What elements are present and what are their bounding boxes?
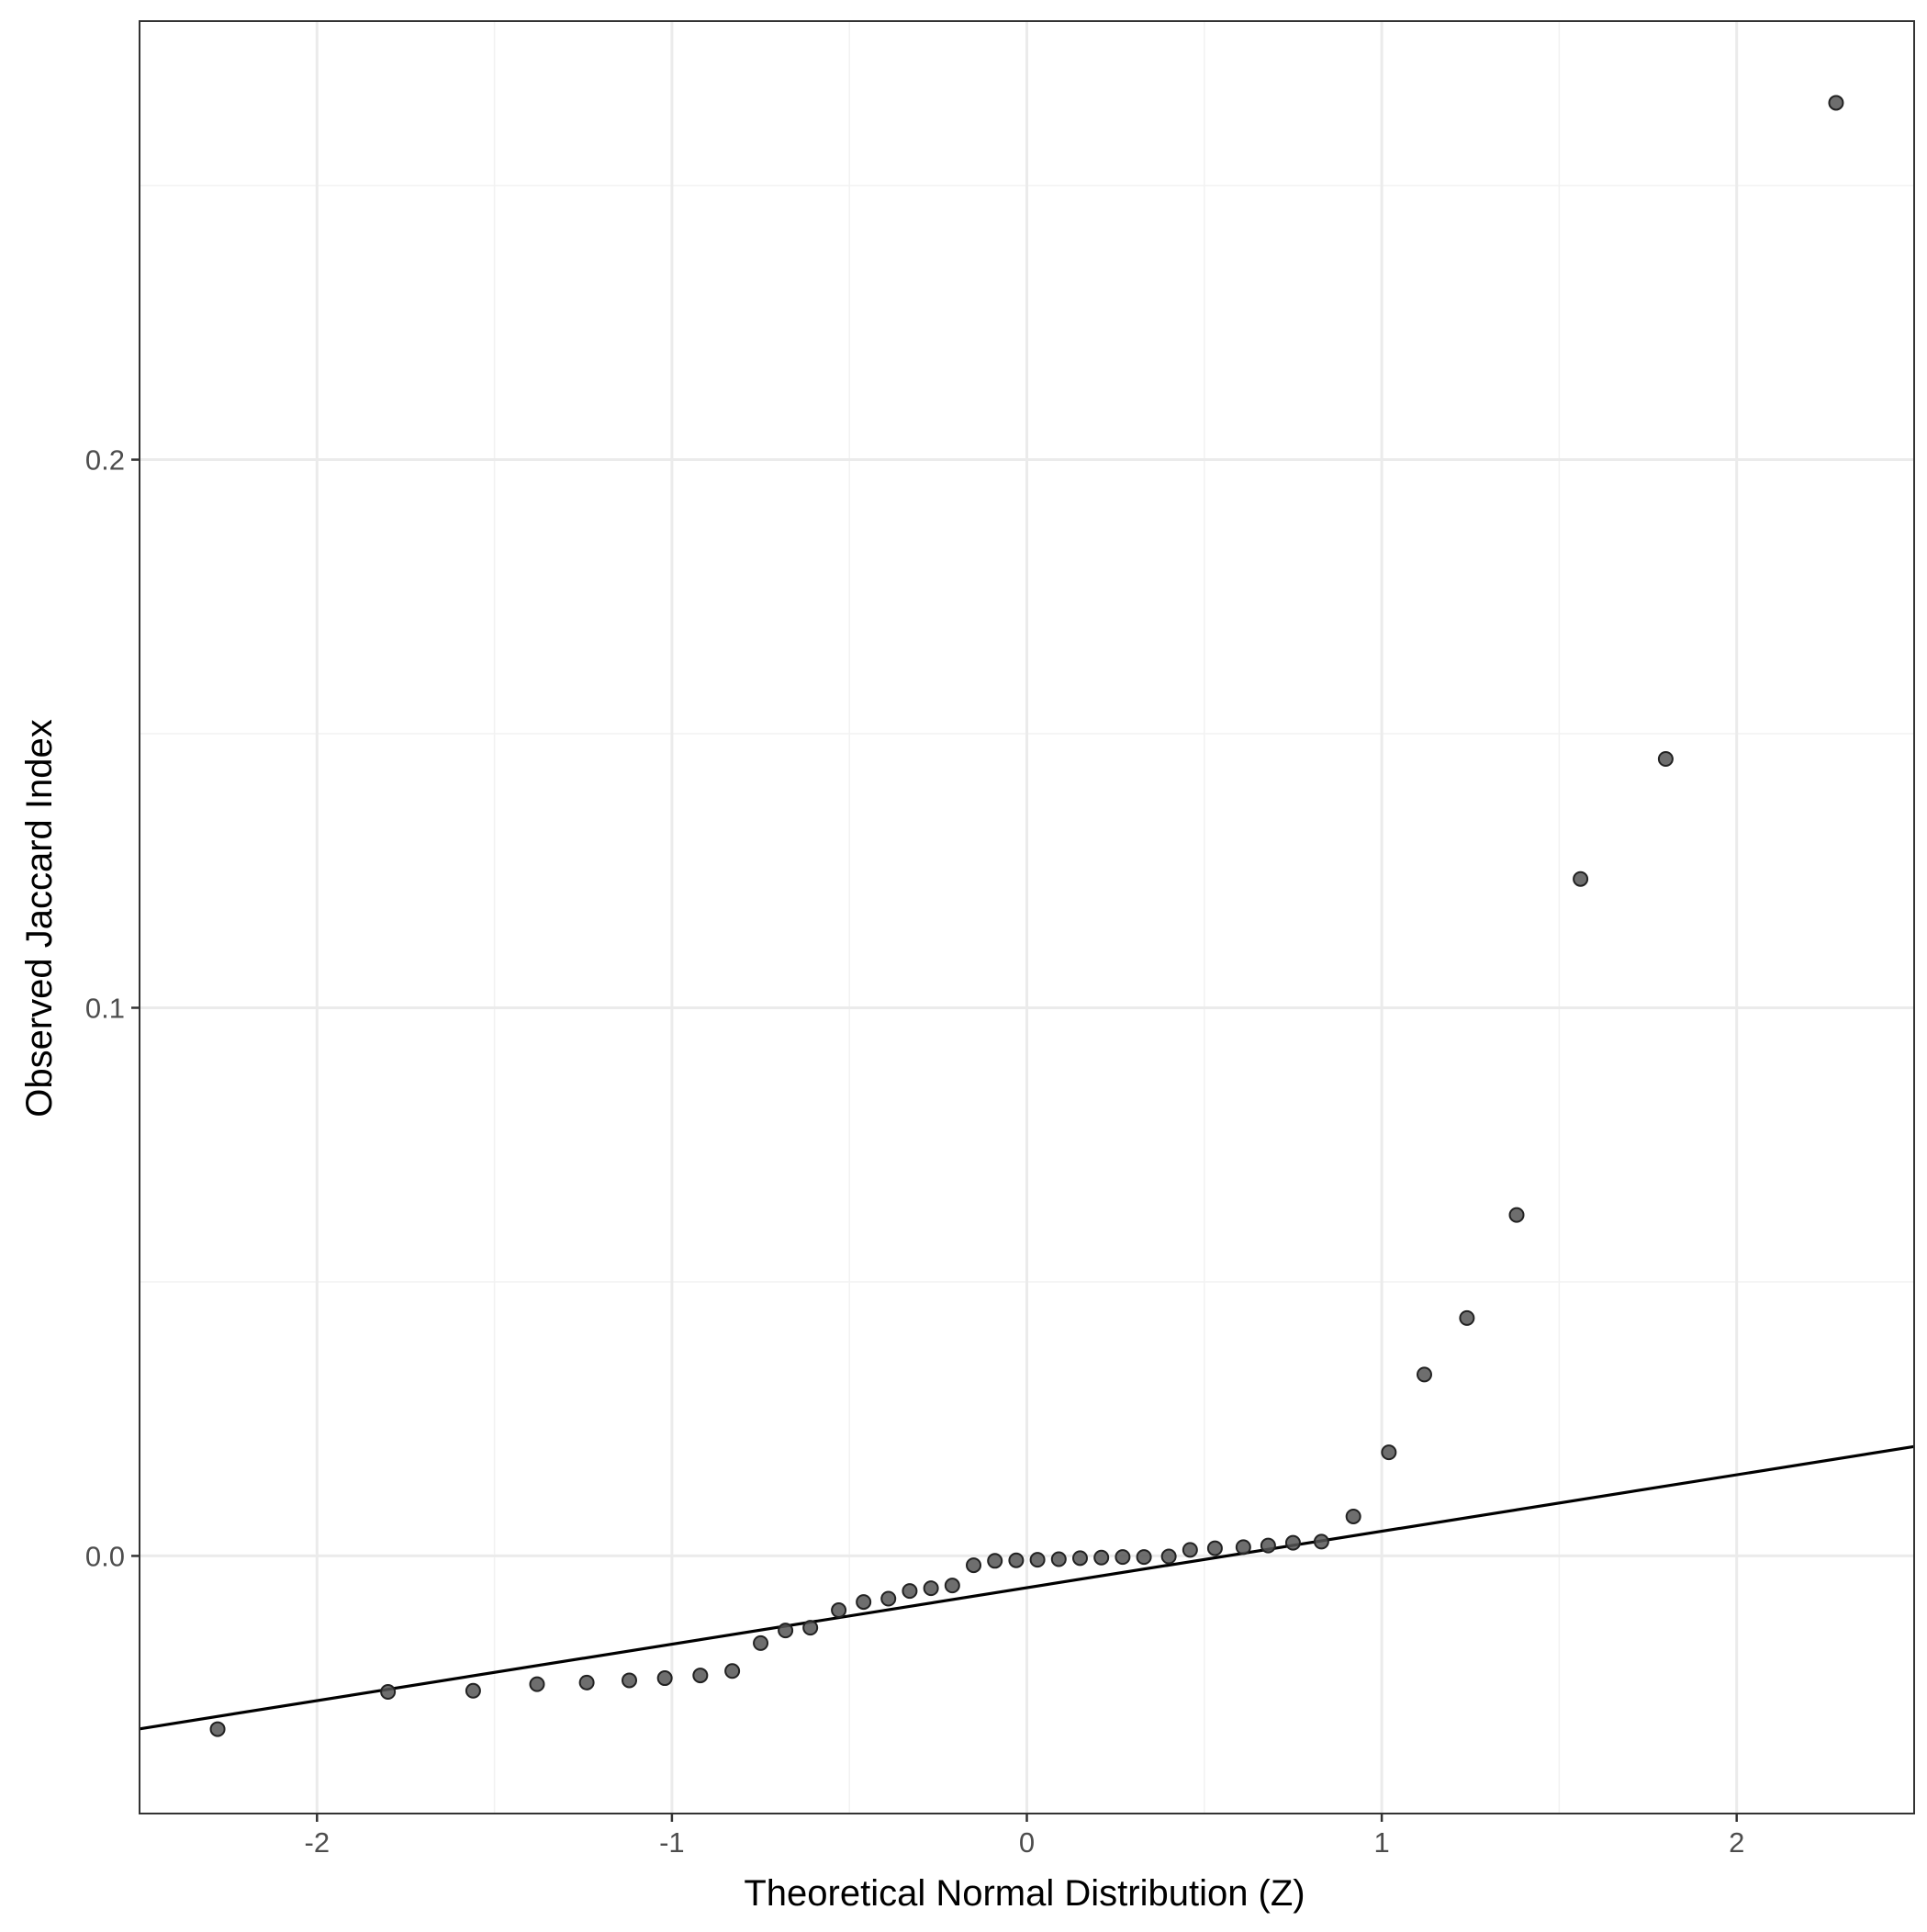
data-point <box>692 1668 709 1684</box>
points-layer <box>209 95 1844 1737</box>
data-point <box>753 1634 769 1651</box>
data-point <box>987 1553 1003 1569</box>
data-point <box>856 1594 872 1611</box>
x-tick-label: 0 <box>1019 1826 1035 1859</box>
x-tick-label: -2 <box>305 1826 331 1859</box>
data-point <box>209 1721 226 1737</box>
y-axis-title: Observed Jaccard Index <box>19 719 60 1118</box>
data-point <box>380 1683 397 1700</box>
qq-reference-line <box>139 1444 1915 1731</box>
data-point <box>1381 1444 1397 1461</box>
data-point <box>1206 1540 1223 1556</box>
data-point <box>1459 1309 1475 1326</box>
data-point <box>1260 1537 1276 1554</box>
data-point <box>1828 95 1844 111</box>
data-point <box>1115 1549 1131 1566</box>
data-point <box>944 1578 960 1594</box>
y-tick-label: 0.2 <box>85 444 125 477</box>
y-tick-label: 0.0 <box>85 1540 125 1572</box>
reference-line-layer <box>139 1444 1915 1731</box>
data-point <box>656 1670 673 1687</box>
data-point <box>1071 1550 1088 1567</box>
data-point <box>465 1682 481 1699</box>
x-tick-label: 2 <box>1729 1826 1744 1859</box>
x-axis-title: Theoretical Normal Distribution (Z) <box>744 1873 1305 1914</box>
data-point <box>1416 1366 1432 1383</box>
data-point <box>1345 1508 1361 1524</box>
data-point <box>1313 1533 1329 1550</box>
data-point <box>778 1623 794 1639</box>
data-point <box>831 1602 847 1619</box>
data-point <box>1508 1207 1525 1223</box>
x-tick-label: -1 <box>659 1826 685 1859</box>
data-point <box>1182 1542 1198 1558</box>
y-tick-label: 0.1 <box>85 992 125 1024</box>
data-point <box>529 1676 545 1692</box>
grid-layer <box>139 21 1915 1814</box>
x-tick-label: 1 <box>1373 1826 1389 1859</box>
data-point <box>1160 1548 1177 1565</box>
data-point <box>1573 871 1589 887</box>
data-point <box>1008 1552 1025 1568</box>
data-point <box>1093 1549 1110 1566</box>
data-point <box>1235 1539 1251 1556</box>
data-point <box>1657 750 1674 767</box>
data-point <box>578 1674 595 1690</box>
data-point <box>902 1583 918 1600</box>
data-point <box>1284 1534 1301 1551</box>
data-point <box>1050 1551 1067 1567</box>
data-point <box>622 1672 638 1689</box>
axis-layer: -2 -1 0 1 2 0.0 0.1 0.2 <box>85 444 1744 1859</box>
data-point <box>880 1590 897 1607</box>
data-point <box>966 1557 982 1574</box>
data-point <box>802 1620 819 1636</box>
data-point <box>1029 1552 1046 1568</box>
data-point <box>1136 1549 1152 1566</box>
data-point <box>724 1663 741 1679</box>
data-point <box>923 1580 939 1597</box>
